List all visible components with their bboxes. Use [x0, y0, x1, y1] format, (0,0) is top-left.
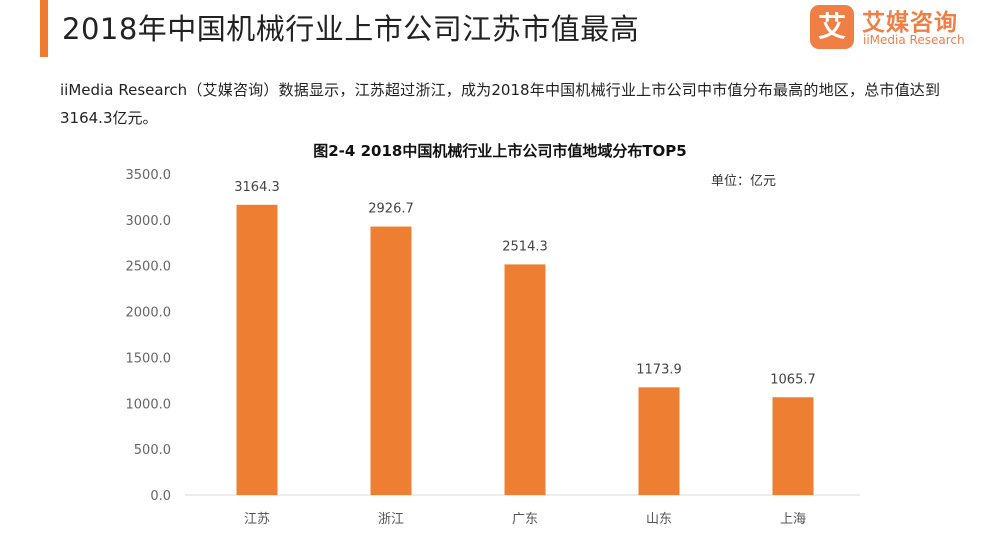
x-tick-label: 浙江	[378, 512, 404, 527]
page-title: 2018年中国机械行业上市公司江苏市值最高	[62, 12, 640, 46]
title-accent-bar	[40, 0, 48, 57]
bar	[504, 264, 546, 495]
y-tick-label: 2000.0	[126, 306, 172, 321]
y-tick-label: 500.0	[134, 443, 171, 458]
x-tick-label: 广东	[512, 512, 538, 527]
logo-name-cn: 艾媒咨询	[862, 10, 958, 36]
logo-name-en: iiMedia Research	[863, 33, 965, 47]
bar-value-label: 1065.7	[770, 372, 816, 387]
y-tick-label: 2500.0	[126, 260, 172, 275]
bar	[370, 226, 412, 495]
x-tick-label: 山东	[646, 512, 672, 527]
description-text: iiMedia Research（艾媒咨询）数据显示，江苏超过浙江，成为2018…	[60, 81, 940, 127]
y-tick-label: 1500.0	[126, 351, 172, 366]
unit-label: 单位：亿元	[711, 174, 777, 189]
bar-value-label: 3164.3	[234, 180, 280, 195]
bar-value-label: 1173.9	[636, 362, 682, 377]
bar-value-label: 2926.7	[368, 202, 414, 217]
x-tick-label: 江苏	[244, 511, 270, 527]
y-tick-label: 3500.0	[126, 168, 172, 183]
logo-mark-icon: 艾	[810, 5, 854, 49]
bar-value-label: 2514.3	[502, 239, 548, 254]
brand-logo: 艾 艾媒咨询 iiMedia Research	[810, 2, 990, 54]
chart-title: 图2-4 2018中国机械行业上市公司市值地域分布TOP5	[313, 142, 687, 160]
x-tick-label: 上海	[780, 512, 806, 527]
y-tick-label: 1000.0	[126, 397, 172, 412]
bar	[236, 204, 278, 495]
y-tick-label: 3000.0	[126, 214, 172, 229]
y-tick-label: 0.0	[150, 489, 171, 504]
bar	[638, 387, 680, 495]
bar	[772, 397, 814, 495]
